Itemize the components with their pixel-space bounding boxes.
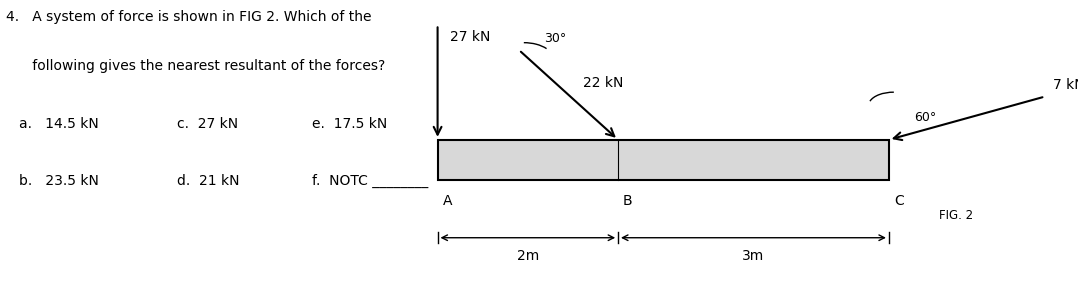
Text: f.  NOTC ________: f. NOTC ________ xyxy=(313,174,428,189)
Text: 2m: 2m xyxy=(516,249,539,263)
Text: FIG. 2: FIG. 2 xyxy=(939,209,973,222)
Text: c.  27 kN: c. 27 kN xyxy=(177,117,238,131)
Text: following gives the nearest resultant of the forces?: following gives the nearest resultant of… xyxy=(6,59,386,73)
Text: d.  21 kN: d. 21 kN xyxy=(177,174,239,188)
Text: C: C xyxy=(894,194,903,208)
Text: A: A xyxy=(443,194,452,208)
Text: e.  17.5 kN: e. 17.5 kN xyxy=(313,117,387,131)
Text: 22 kN: 22 kN xyxy=(583,76,624,90)
Text: 4.   A system of force is shown in FIG 2. Which of the: 4. A system of force is shown in FIG 2. … xyxy=(6,10,372,24)
Text: b.   23.5 kN: b. 23.5 kN xyxy=(19,174,99,188)
Text: a.   14.5 kN: a. 14.5 kN xyxy=(19,117,99,131)
Text: 3m: 3m xyxy=(743,249,764,263)
Bar xyxy=(438,140,889,180)
Text: 7 kN: 7 kN xyxy=(1053,78,1078,92)
Text: 27 kN: 27 kN xyxy=(450,30,490,44)
Text: 60°: 60° xyxy=(914,111,936,124)
Text: B: B xyxy=(623,194,633,208)
Text: 30°: 30° xyxy=(544,32,566,45)
